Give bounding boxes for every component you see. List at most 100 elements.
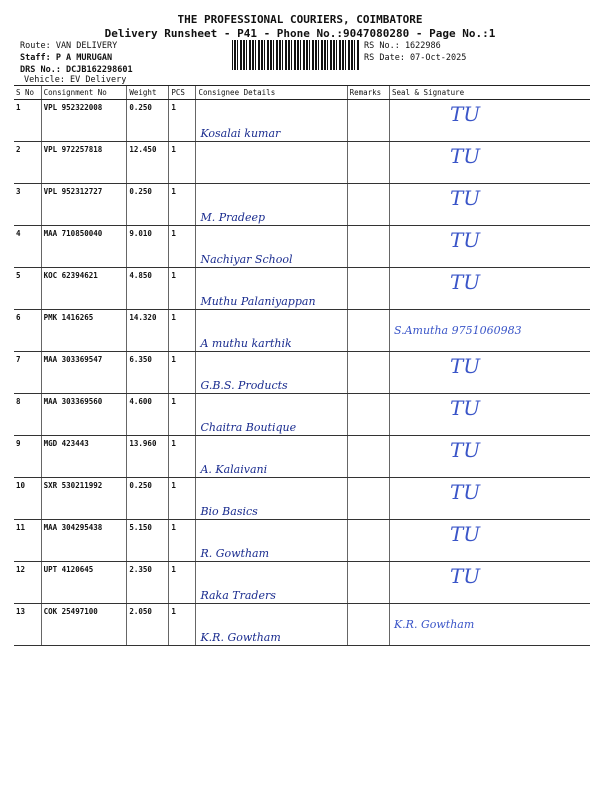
staff: Staff: P A MURUGAN xyxy=(20,53,113,63)
table-row: 8 MAA 303369560 4.600 1 Chaitra Boutique TU xyxy=(14,393,590,436)
vehicle: Vehicle: EV Delivery xyxy=(24,75,127,85)
signature: TU xyxy=(449,186,481,210)
cell-cn: PMK 1416265 xyxy=(40,309,127,352)
signature: TU xyxy=(449,102,481,126)
signature: TU xyxy=(449,396,481,420)
cell-sno: 5 xyxy=(14,267,42,310)
cell-remarks xyxy=(346,309,390,352)
handwritten-consignee: Raka Traders xyxy=(200,589,276,602)
cell-wt: 9.010 xyxy=(126,225,169,268)
table-row: 11 MAA 304295438 5.150 1 R. Gowtham TU xyxy=(14,519,590,562)
column-header: PCS xyxy=(168,85,196,100)
rs-number: RS No.: 1622986 xyxy=(364,41,441,51)
cell-cn: VPL 972257818 xyxy=(40,141,127,184)
cell-wt: 2.050 xyxy=(126,603,169,646)
cell-pcs: 1 xyxy=(168,267,196,310)
cell-sig: TU xyxy=(388,519,590,562)
table-row: 10 SXR 530211992 0.250 1 Bio Basics TU xyxy=(14,477,590,520)
handwritten-consignee: Muthu Palaniyappan xyxy=(200,295,316,308)
cell-wt: 0.250 xyxy=(126,183,169,226)
cell-pcs: 1 xyxy=(168,561,196,604)
table-row: 6 PMK 1416265 14.320 1 A muthu karthik S.Amut… xyxy=(14,309,590,352)
column-header: S No xyxy=(14,85,42,100)
cell-remarks xyxy=(346,435,390,478)
cell-sno: 3 xyxy=(14,183,42,226)
cell-wt: 6.350 xyxy=(126,351,169,394)
handwritten-consignee: Kosalai kumar xyxy=(200,127,281,140)
handwritten-consignee: K.R. Gowtham xyxy=(200,631,281,644)
table-row: 7 MAA 303369547 6.350 1 G.B.S. Products TU xyxy=(14,351,590,394)
cell-pcs: 1 xyxy=(168,435,196,478)
cell-sig: TU xyxy=(388,351,590,394)
cell-consignee: Kosalai kumar xyxy=(195,99,348,142)
barcode xyxy=(232,40,360,70)
cell-pcs: 1 xyxy=(168,99,196,142)
handwritten-consignee: Nachiyar School xyxy=(200,253,293,266)
cell-cn: MGD 423443 xyxy=(40,435,127,478)
cell-consignee: K.R. Gowtham xyxy=(195,603,348,646)
cell-sig: TU xyxy=(388,183,590,226)
cell-sig: TU xyxy=(388,561,590,604)
signature: TU xyxy=(449,144,481,168)
cell-remarks xyxy=(346,477,390,520)
cell-sig: TU xyxy=(388,435,590,478)
cell-pcs: 1 xyxy=(168,141,196,184)
table-row: 9 MGD 423443 13.960 1 A. Kalaivani TU xyxy=(14,435,590,478)
cell-cn: MAA 710850040 xyxy=(40,225,127,268)
cell-consignee: A muthu karthik xyxy=(195,309,348,352)
cell-pcs: 1 xyxy=(168,351,196,394)
cell-pcs: 1 xyxy=(168,225,196,268)
handwritten-consignee: A. Kalaivani xyxy=(200,463,268,476)
signature: TU xyxy=(449,228,481,252)
cell-consignee: Muthu Palaniyappan xyxy=(195,267,348,310)
column-header: Weight xyxy=(126,85,169,100)
cell-sno: 4 xyxy=(14,225,42,268)
cell-consignee: Nachiyar School xyxy=(195,225,348,268)
rs-date: RS Date: 07-Oct-2025 xyxy=(364,53,467,63)
signature: TU xyxy=(449,354,481,378)
signature: TU xyxy=(449,480,481,504)
table-row: 4 MAA 710850040 9.010 1 Nachiyar School TU xyxy=(14,225,590,268)
cell-consignee: A. Kalaivani xyxy=(195,435,348,478)
cell-cn: MAA 303369547 xyxy=(40,351,127,394)
cell-sig: TU xyxy=(388,99,590,142)
cell-pcs: 1 xyxy=(168,603,196,646)
cell-sig: TU xyxy=(388,477,590,520)
cell-consignee: Raka Traders xyxy=(195,561,348,604)
cell-sno: 8 xyxy=(14,393,42,436)
cell-remarks xyxy=(346,99,390,142)
cell-sig: TU xyxy=(388,225,590,268)
cell-remarks xyxy=(346,225,390,268)
table-row: 1 VPL 952322008 0.250 1 Kosalai kumar TU xyxy=(14,99,590,142)
cell-wt: 0.250 xyxy=(126,99,169,142)
cell-wt: 2.350 xyxy=(126,561,169,604)
cell-pcs: 1 xyxy=(168,393,196,436)
drs-number: DRS No.: DCJB162298601 xyxy=(20,65,133,75)
company-title: THE PROFESSIONAL COURIERS, COIMBATORE xyxy=(177,13,423,26)
signature: TU xyxy=(449,270,481,294)
cell-remarks xyxy=(346,183,390,226)
handwritten-consignee: R. Gowtham xyxy=(200,547,270,560)
column-header: Consignment No xyxy=(40,85,127,100)
cell-cn: VPL 952322008 xyxy=(40,99,127,142)
handwritten-consignee: Bio Basics xyxy=(200,505,258,518)
cell-sig: TU xyxy=(388,393,590,436)
cell-remarks xyxy=(346,141,390,184)
table-row: 13 COK 25497100 2.050 1 K.R. Gowtham K.R. Gow… xyxy=(14,603,590,646)
cell-wt: 14.320 xyxy=(126,309,169,352)
cell-cn: KOC 62394621 xyxy=(40,267,127,310)
cell-wt: 5.150 xyxy=(126,519,169,562)
handwritten-consignee: A muthu karthik xyxy=(200,337,292,350)
cell-cn: VPL 952312727 xyxy=(40,183,127,226)
cell-remarks xyxy=(346,561,390,604)
cell-consignee: M. Pradeep xyxy=(195,183,348,226)
cell-sno: 12 xyxy=(14,561,42,604)
cell-sno: 13 xyxy=(14,603,42,646)
cell-consignee: Bio Basics xyxy=(195,477,348,520)
handwritten-consignee: G.B.S. Products xyxy=(200,379,288,392)
cell-cn: SXR 530211992 xyxy=(40,477,127,520)
handwritten-consignee: Chaitra Boutique xyxy=(200,421,297,434)
cell-sno: 2 xyxy=(14,141,42,184)
cell-sig: K.R. Gowtham xyxy=(388,603,590,646)
